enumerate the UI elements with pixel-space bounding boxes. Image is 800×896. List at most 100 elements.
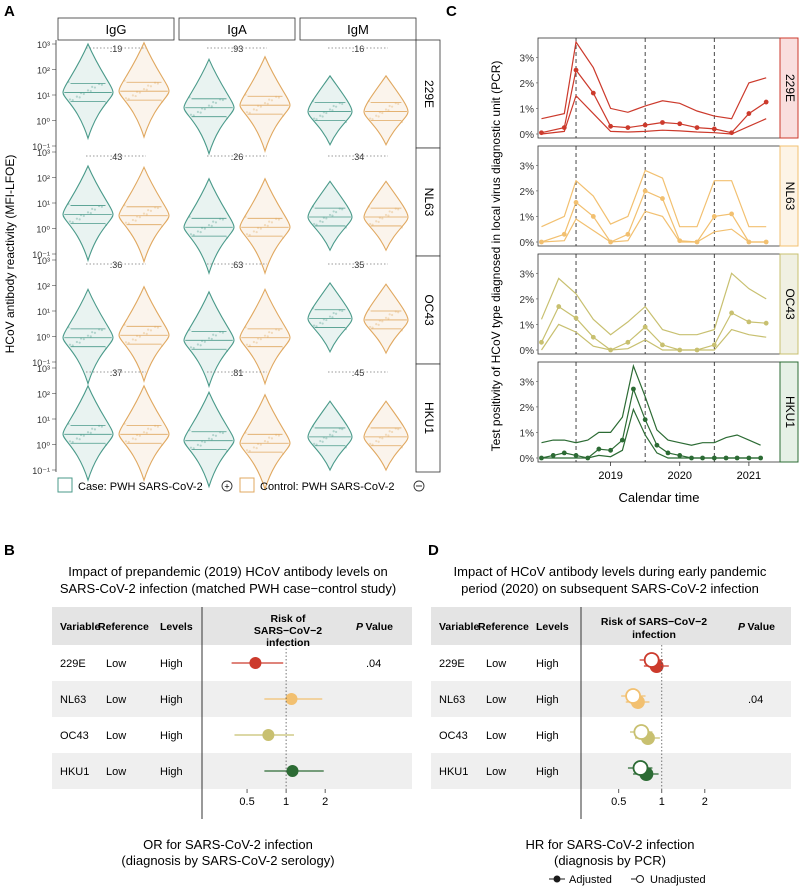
jitter-point	[192, 233, 195, 237]
violin-control	[239, 177, 291, 275]
jitter-point	[322, 436, 325, 439]
jitter-point	[214, 334, 218, 337]
column-strip-IgG	[57, 17, 175, 41]
jitter-point	[98, 82, 101, 86]
p-value: .45	[352, 368, 365, 378]
jitter-point	[377, 115, 380, 118]
jitter-point	[225, 450, 229, 453]
estimate-point	[746, 455, 752, 461]
jitter-point	[104, 223, 108, 227]
jitter-point	[248, 111, 251, 114]
row-variable: HKU1	[60, 766, 89, 778]
y-tick-label: 10³	[37, 40, 50, 50]
jitter-point	[154, 325, 157, 328]
x-axis-label-line2: (diagnosis by PCR)	[554, 853, 666, 868]
facet-frame-229E	[537, 37, 781, 139]
estimate-point	[660, 120, 665, 125]
jitter-point	[210, 337, 213, 341]
jitter-point	[344, 446, 347, 449]
jitter-point	[335, 105, 338, 108]
violin-control	[363, 283, 409, 355]
jitter-point	[219, 431, 222, 434]
jitter-point	[207, 104, 211, 107]
jitter-point	[124, 440, 128, 443]
jitter-point	[387, 317, 390, 320]
jitter-point	[123, 323, 126, 326]
jitter-point	[100, 328, 103, 332]
minus-circle-icon	[413, 480, 425, 492]
y-tick-label: 10¹	[37, 415, 50, 425]
y-tick-label: 10⁻¹	[32, 250, 50, 260]
jitter-point	[325, 111, 328, 115]
jitter-point	[388, 313, 391, 316]
estimate-point	[573, 453, 579, 458]
forest-title-line2: SARS-CoV-2 infection (matched PWH case−c…	[60, 581, 396, 596]
jitter-point	[325, 217, 328, 220]
estimate-point	[660, 342, 665, 348]
p-value: .63	[231, 260, 244, 270]
jitter-point	[131, 218, 134, 222]
jitter-point	[328, 213, 332, 217]
estimate-point	[763, 239, 769, 245]
jitter-point	[68, 220, 72, 223]
jitter-point	[377, 220, 380, 224]
violin-control	[239, 287, 291, 386]
jitter-point	[196, 343, 199, 346]
jitter-point	[149, 428, 153, 431]
violin-control	[118, 165, 170, 264]
jitter-point	[124, 341, 128, 344]
jitter-point	[263, 224, 267, 227]
y-tick-label: 10³	[37, 364, 50, 374]
jitter-point	[200, 339, 204, 343]
estimate-point	[694, 125, 700, 131]
jitter-point	[244, 93, 247, 96]
y-tick-label: 2%	[520, 295, 535, 306]
row-variable: OC43	[60, 730, 89, 742]
violin-control	[118, 41, 170, 139]
jitter-point	[154, 424, 157, 427]
jitter-point	[328, 315, 332, 318]
jitter-point	[219, 217, 222, 220]
estimate-point	[625, 339, 631, 345]
row-level: High	[160, 658, 183, 670]
jitter-point	[71, 344, 74, 347]
y-tick-label: 10²	[37, 66, 50, 76]
estimate-point	[631, 386, 636, 392]
violin-control	[239, 55, 291, 153]
row-level: High	[160, 766, 183, 778]
row-variable: OC43	[439, 730, 468, 742]
header-levels: Levels	[160, 621, 193, 633]
jitter-point	[313, 324, 316, 327]
jitter-point	[127, 440, 130, 444]
jitter-point	[311, 425, 314, 428]
jitter-point	[156, 206, 159, 210]
estimate-point	[763, 99, 769, 105]
jitter-point	[147, 209, 150, 212]
jitter-point	[138, 434, 141, 437]
jitter-point	[93, 86, 97, 89]
jitter-point	[375, 439, 378, 443]
jitter-point	[369, 117, 372, 120]
estimate-point	[596, 446, 602, 452]
jitter-point	[344, 328, 347, 331]
jitter-point	[199, 344, 202, 347]
jitter-point	[331, 109, 334, 112]
jitter-point	[124, 221, 128, 224]
jitter-point	[68, 98, 72, 101]
jitter-point	[263, 102, 267, 105]
jitter-point	[248, 344, 251, 347]
jitter-point	[244, 326, 247, 329]
jitter-point	[338, 427, 341, 430]
row-reference: Low	[486, 694, 506, 706]
estimate-point	[660, 196, 665, 201]
jitter-point	[325, 437, 328, 440]
jitter-point	[268, 220, 271, 223]
legend-adjusted-label: Adjusted	[569, 874, 612, 886]
y-tick-label: 10¹	[37, 307, 50, 317]
y-tick-label: 10⁰	[36, 225, 50, 235]
panel-d-forest: Impact of HCoV antibody levels during ea…	[431, 564, 791, 886]
jitter-point	[134, 94, 137, 98]
y-tick-label: 10²	[37, 390, 50, 400]
column-label-IgG: IgG	[106, 22, 127, 37]
p-value: .34	[352, 152, 365, 162]
